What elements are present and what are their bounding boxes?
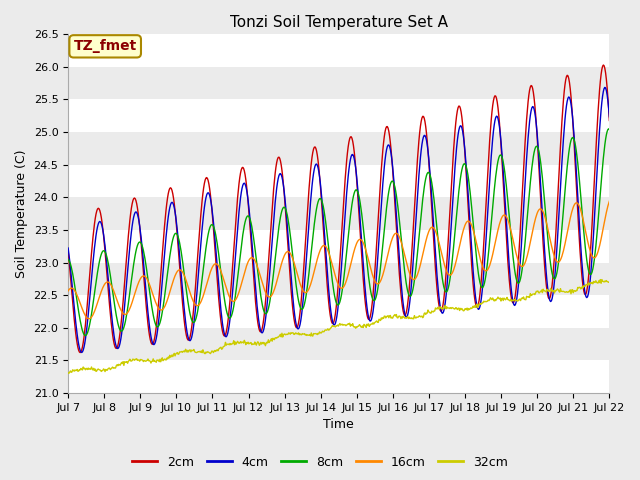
32cm [65,371,73,376]
2cm [605,118,613,123]
32cm [605,279,613,285]
Bar [68,360,609,393]
2cm [214,287,222,292]
16cm [64,288,72,294]
4cm [601,84,609,90]
2cm [421,119,429,124]
2cm [74,345,82,350]
16cm [131,292,138,298]
Legend: 2cm, 4cm, 8cm, 16cm, 32cm: 2cm, 4cm, 8cm, 16cm, 32cm [127,451,513,474]
8cm [74,304,82,310]
Bar [68,67,609,99]
32cm [405,314,413,320]
32cm [64,370,72,376]
4cm [74,337,82,343]
8cm [64,257,72,263]
4cm [131,211,138,217]
Bar [68,197,609,230]
32cm [131,358,138,363]
4cm [64,245,72,251]
Bar [68,328,609,360]
8cm [421,180,429,186]
16cm [605,198,613,204]
2cm [186,336,193,342]
4cm [214,273,222,279]
2cm [600,62,607,68]
Bar [68,263,609,295]
32cm [75,368,83,374]
Line: 8cm: 8cm [68,129,609,336]
Bar [68,230,609,263]
4cm [405,304,413,310]
4cm [421,132,429,138]
32cm [596,276,604,282]
Line: 16cm: 16cm [68,201,609,319]
Line: 4cm: 4cm [68,87,609,352]
2cm [76,349,84,355]
8cm [82,333,90,338]
16cm [421,242,429,248]
2cm [131,195,138,201]
32cm [214,348,222,354]
16cm [186,288,193,293]
8cm [605,126,613,132]
4cm [605,114,613,120]
X-axis label: Time: Time [323,419,354,432]
4cm [186,337,193,343]
8cm [405,293,413,299]
Text: TZ_fmet: TZ_fmet [74,39,137,53]
8cm [131,257,138,263]
32cm [421,310,429,316]
16cm [85,316,93,322]
Bar [68,34,609,67]
32cm [186,348,193,353]
Line: 32cm: 32cm [68,279,609,373]
2cm [405,287,413,292]
16cm [214,262,222,268]
4cm [78,349,86,355]
2cm [64,248,72,254]
16cm [74,294,82,300]
Bar [68,295,609,328]
8cm [186,308,193,313]
Bar [68,99,609,132]
Bar [68,132,609,165]
Bar [68,165,609,197]
Title: Tonzi Soil Temperature Set A: Tonzi Soil Temperature Set A [230,15,448,30]
8cm [214,246,222,252]
8cm [605,126,612,132]
Y-axis label: Soil Temperature (C): Soil Temperature (C) [15,149,28,278]
16cm [405,269,413,275]
Line: 2cm: 2cm [68,65,609,352]
